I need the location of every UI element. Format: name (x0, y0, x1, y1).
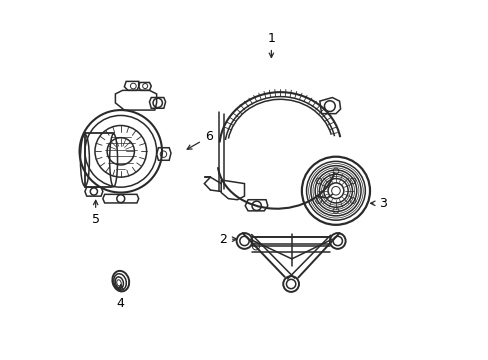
Text: 6: 6 (187, 130, 212, 149)
Text: 1: 1 (267, 32, 275, 58)
Text: 3: 3 (370, 197, 386, 210)
Text: 4: 4 (117, 285, 124, 310)
Text: 2: 2 (219, 233, 236, 246)
Text: 5: 5 (91, 200, 100, 226)
